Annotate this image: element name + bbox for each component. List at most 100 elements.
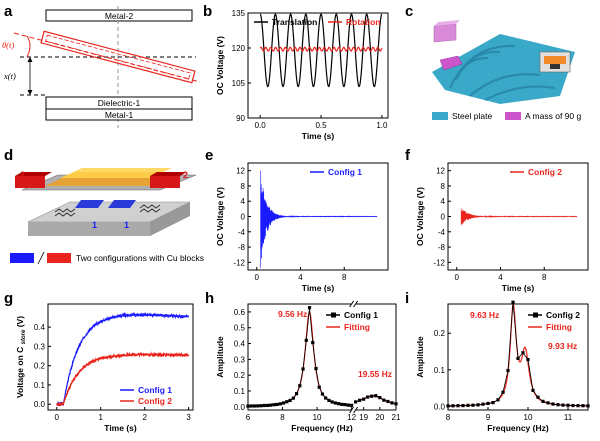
data-point: [446, 404, 450, 408]
x-tick-label: 2: [142, 413, 147, 422]
theta-arc: [26, 35, 31, 58]
plot-frame: [247, 303, 397, 411]
panel-label-f: f: [405, 147, 411, 164]
data-point: [496, 398, 500, 402]
x-axis-label: Time (s): [502, 283, 535, 293]
floating-mass-top: [434, 20, 460, 26]
annotation-peak-2: 19.55 Hz: [358, 369, 392, 379]
legend-steel-label: Steel plate: [452, 111, 492, 121]
x-tick-label: 6: [246, 413, 251, 422]
axis-break-gap: [351, 303, 356, 411]
y-tick-label: -12: [233, 258, 245, 267]
data-point: [566, 403, 570, 407]
y-tick-label: -8: [238, 243, 246, 252]
data-point: [531, 388, 535, 393]
panel-d-legend-label: Two configurations with Cu blocks: [76, 253, 204, 263]
plot-frame: [47, 303, 194, 411]
x-tick-label: 21: [392, 413, 401, 422]
data-point: [256, 404, 260, 408]
data-point: [324, 396, 328, 400]
y-tick-label: 0.1: [434, 366, 446, 375]
data-point: [486, 401, 490, 406]
x-arrow-head-down: [27, 90, 33, 95]
legend-label: Fitting: [344, 322, 370, 332]
label-2-right: 2: [183, 170, 188, 180]
data-point: [586, 404, 590, 408]
x-axis-label: Frequency (Hz): [291, 423, 353, 433]
chart-g: 0 1 2 3 0.0 0.1 0.2 0.3 0.4 Time (s) Voltage on C …: [15, 303, 194, 433]
legend-label: Translation: [272, 17, 317, 27]
data-point: [366, 395, 370, 399]
y-tick-label: 0.2: [34, 362, 46, 371]
y-axis-label: Voltage on C store (V): [15, 316, 27, 398]
chart-i: 8 9 10 11 0.0 0.1 0.2 Frequency (Hz) Amplitude Co…: [415, 300, 590, 433]
plot-frame: [247, 12, 389, 119]
data-point: [285, 400, 289, 404]
y-tick-label: 0.0: [434, 402, 446, 411]
x-axis-label: Time (s): [104, 423, 137, 433]
x-tick-label: 0.5: [315, 121, 327, 130]
device-layer: [544, 56, 566, 64]
yellow-layer: [60, 168, 172, 178]
x-tick-label: 8: [280, 413, 285, 422]
cu-block-1b: [108, 200, 136, 208]
legend-label: Config 2: [546, 310, 580, 320]
y-axis-label: Amplitude: [215, 336, 225, 378]
data-point: [265, 403, 270, 408]
y-tick-label: 135: [232, 9, 246, 18]
data-point: [317, 385, 321, 389]
data-point: [262, 403, 266, 408]
data-point: [252, 404, 257, 408]
y-tick-label: 0.2: [234, 371, 246, 380]
data-point: [343, 403, 347, 407]
x-tick-label: 10: [313, 413, 322, 422]
x-tick-label: 8: [342, 273, 347, 282]
panel-a-diagram: Metal-2 θ(t) x(t) Dielectric-1 Metal-1: [2, 6, 201, 128]
data-point: [249, 404, 253, 408]
x-axis-label: Frequency (Hz): [487, 423, 549, 433]
legend-slash: [37, 251, 45, 265]
data-point: [481, 402, 485, 406]
y-tick-label: 120: [232, 44, 246, 53]
data-point: [337, 402, 341, 406]
data-point: [346, 403, 350, 407]
y-axis-label-main: Voltage on C: [15, 344, 25, 398]
metal1-layer: [45, 108, 193, 121]
plot-frame: [447, 303, 589, 411]
y-tick-label: 8: [241, 182, 246, 191]
data-point: [526, 357, 530, 362]
y-tick-label: -8: [438, 243, 446, 252]
annotation-peak-1: 9.63 Hz: [470, 310, 499, 320]
data-point: [576, 404, 580, 408]
y-axis-label-unit: (V): [15, 316, 25, 330]
data-point: [501, 390, 505, 394]
axis-break-mark: [353, 406, 359, 414]
x-axis-label: Time (s): [302, 131, 335, 141]
panel-label-i: i: [405, 290, 409, 307]
data-point: [451, 404, 455, 408]
springs: [54, 204, 161, 217]
legend-label: Config 1: [328, 167, 362, 177]
legend-blue-swatch: [10, 253, 34, 263]
data-point: [288, 398, 292, 403]
data-point: [358, 398, 362, 402]
red-block-left-top: [15, 172, 52, 176]
data-point: [330, 400, 334, 404]
floating-mass: [433, 23, 457, 43]
y-tick-label: -4: [438, 228, 446, 237]
data-point: [320, 392, 325, 396]
x-label: x(t): [3, 71, 16, 81]
red-block-right-top: [150, 172, 187, 176]
device-base-front: [28, 222, 150, 236]
y-axis-label: OC Voltage (V): [415, 187, 425, 246]
data-point: [278, 402, 282, 406]
x-tick-label: 0: [255, 273, 260, 282]
panel-label-d: d: [4, 147, 13, 164]
data-point: [282, 401, 286, 405]
data-point: [561, 403, 565, 407]
data-point: [333, 401, 338, 405]
data-point: [246, 404, 250, 408]
x-tick-label: 11: [564, 413, 573, 422]
data-point: [374, 394, 378, 398]
